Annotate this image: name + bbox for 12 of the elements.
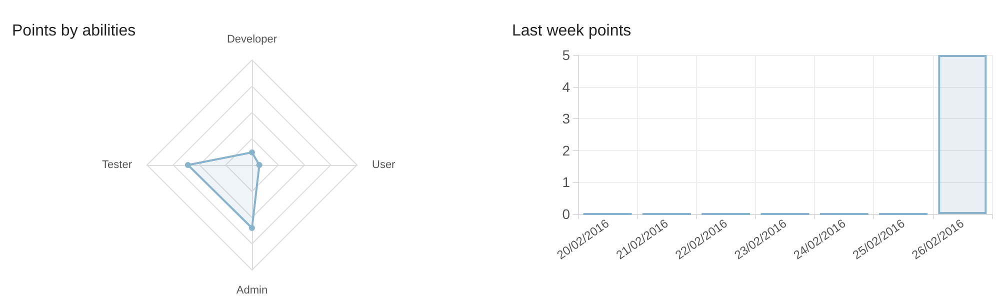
y-tick-label: 2 <box>562 142 570 158</box>
y-tick-label: 4 <box>562 78 570 95</box>
chart-title: Points by abilities <box>12 22 136 40</box>
spoke-label: Tester <box>102 159 132 171</box>
spoke-label: User <box>372 159 396 171</box>
spoke-label: Admin <box>236 284 268 296</box>
y-tick-label: 5 <box>562 47 570 63</box>
chart-title: Last week points <box>512 22 632 40</box>
y-tick-label: 0 <box>562 206 570 222</box>
y-tick-label: 3 <box>562 110 570 127</box>
spoke-label: Developer <box>226 34 278 46</box>
y-tick-label: 1 <box>562 174 570 190</box>
